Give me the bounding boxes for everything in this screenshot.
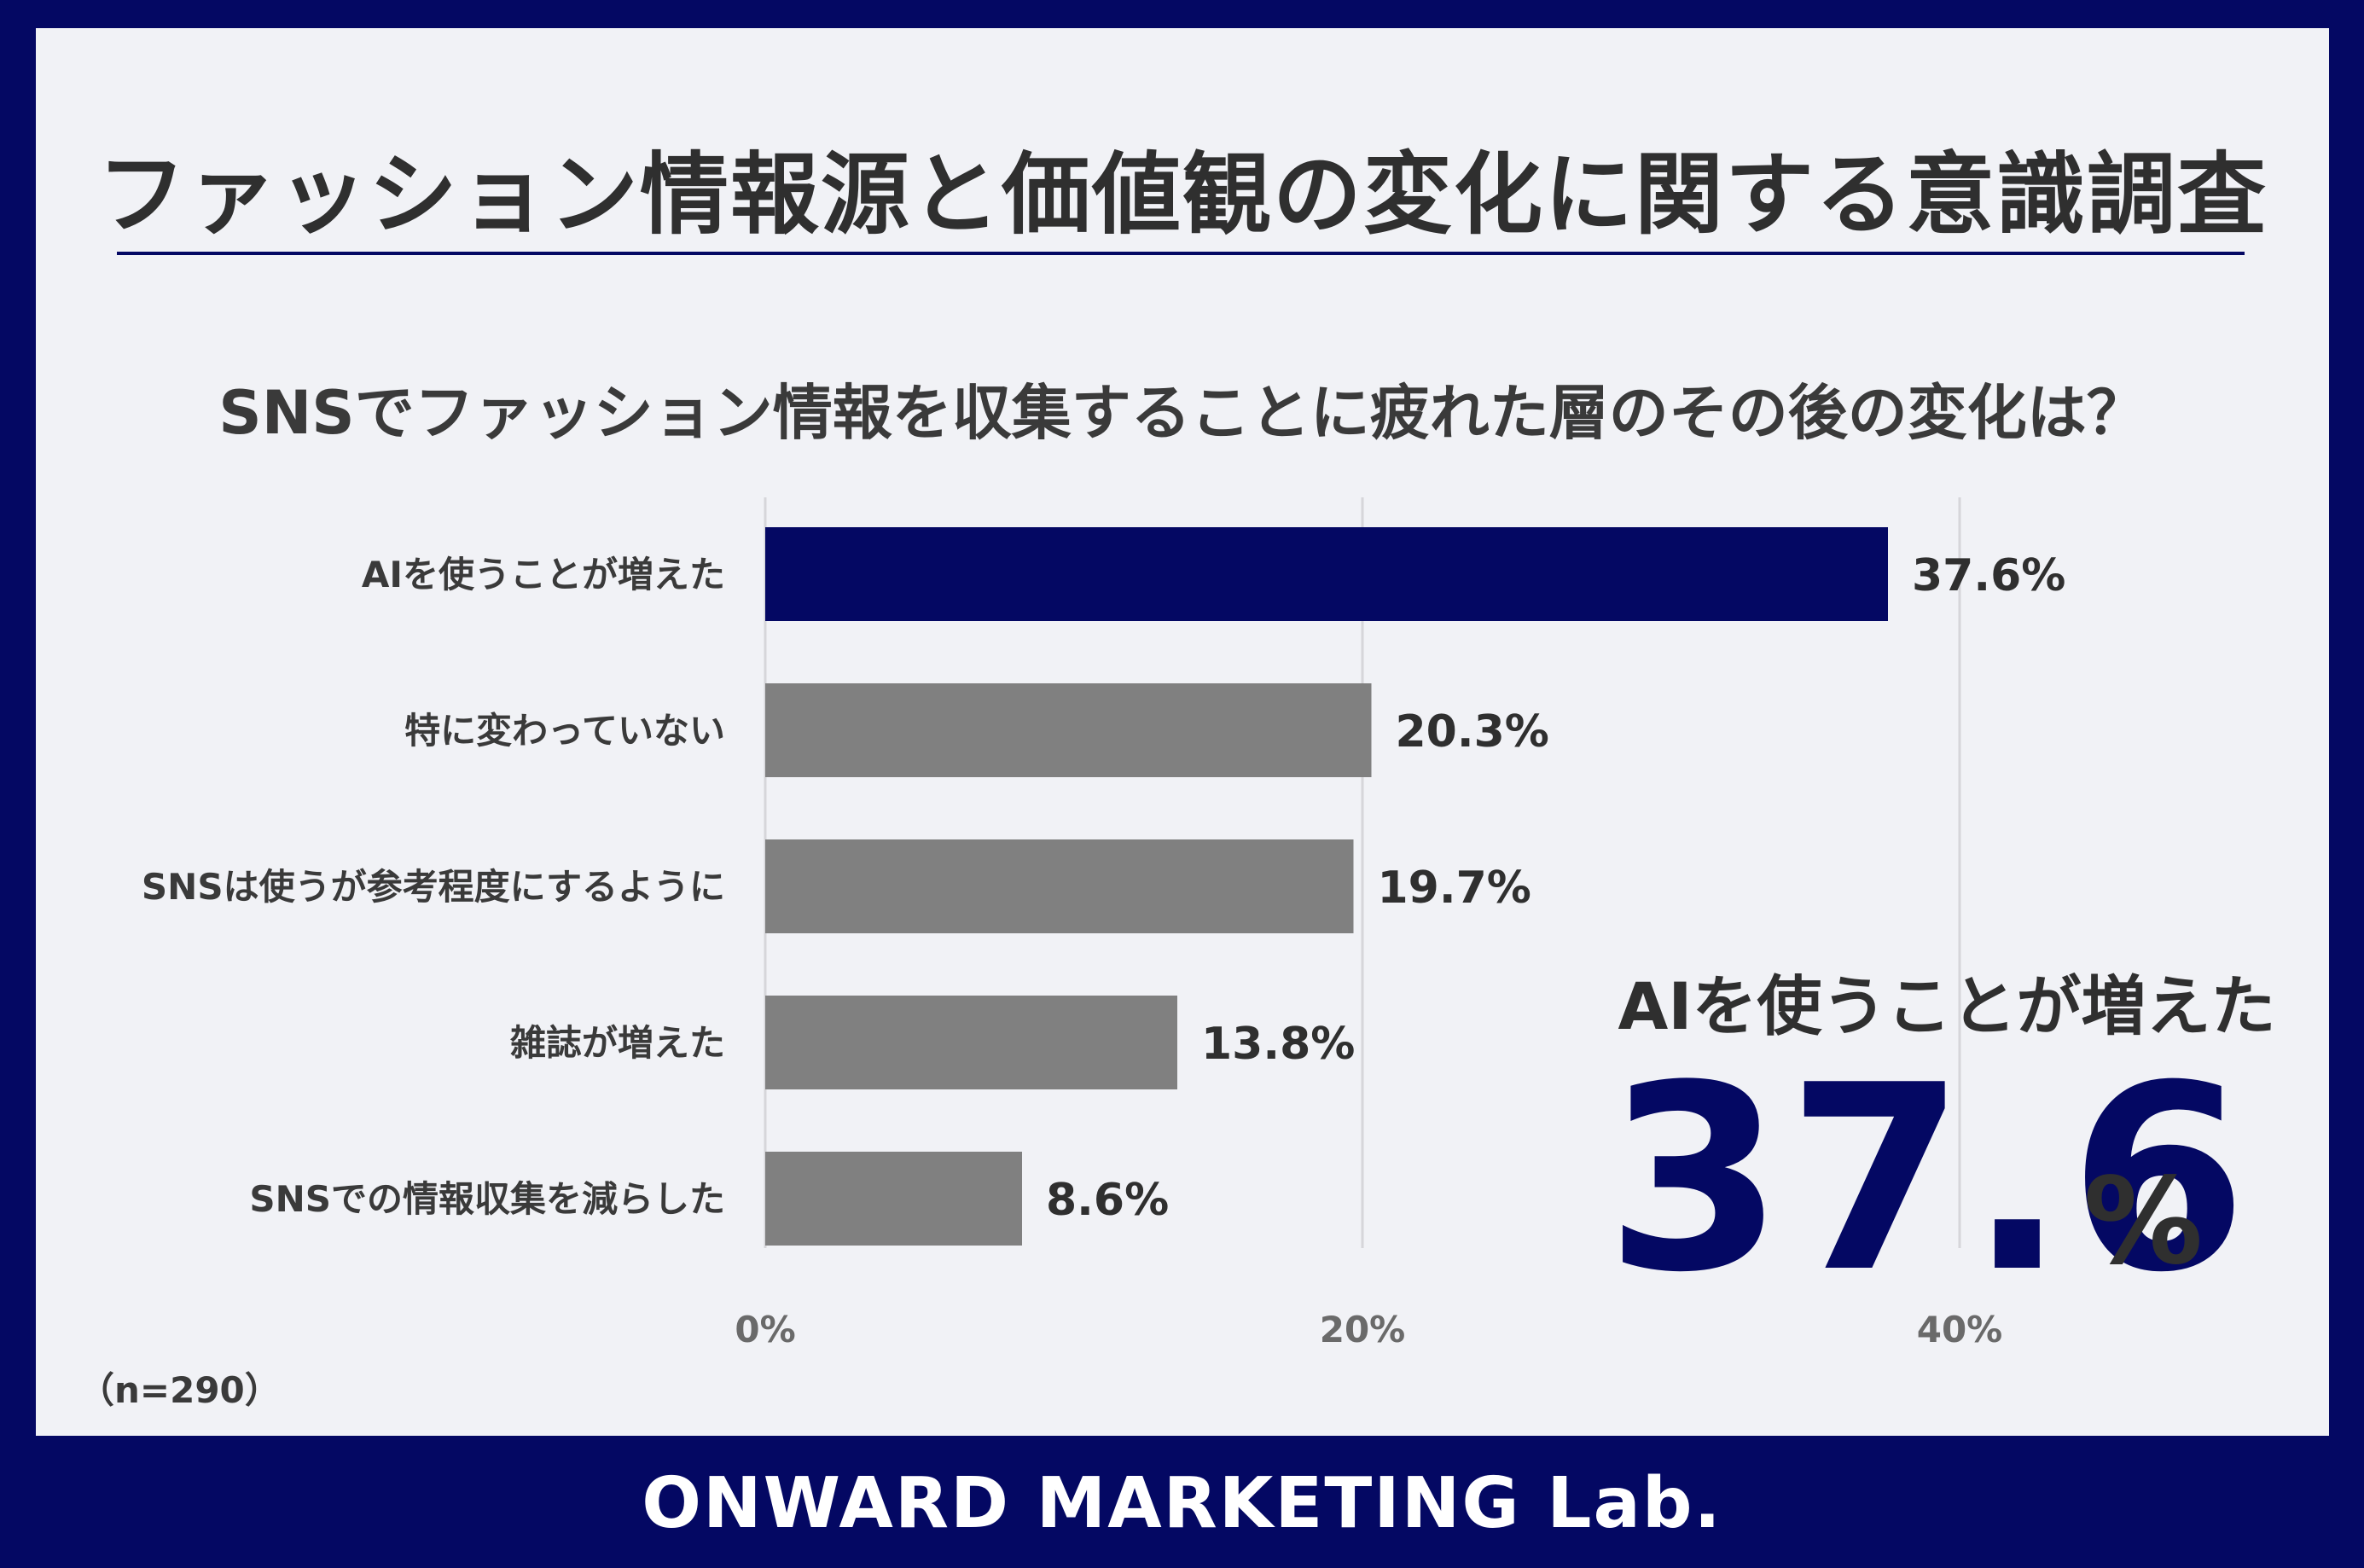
category-label: 特に変わっていない: [404, 710, 725, 752]
category-label: AIを使うことが増えた: [362, 554, 725, 595]
chart-panel: ファッション情報源と価値観の変化に関する意識調査 SNSでファッション情報を収集…: [36, 28, 2329, 1436]
value-label: 8.6%: [1046, 1175, 1169, 1226]
category-label: SNSでの情報収集を減らした: [249, 1178, 725, 1220]
tick-label: 20%: [1320, 1309, 1406, 1350]
value-label: 19.7%: [1378, 862, 1531, 914]
value-label: 20.3%: [1396, 706, 1549, 758]
title-divider: [117, 252, 2245, 255]
bars: [765, 527, 1888, 1246]
value-label: 37.6%: [1912, 550, 2065, 601]
callout-unit: %: [2083, 1153, 2204, 1292]
sample-size-note: （n=290）: [78, 1369, 281, 1411]
bar: [765, 839, 1354, 933]
bar: [765, 683, 1372, 777]
callout-label: AIを使うことが増えた: [1618, 968, 2276, 1044]
value-label: 13.8%: [1201, 1019, 1355, 1070]
tick-label: 0%: [735, 1309, 795, 1350]
category-label: 雑誌が増えた: [509, 1022, 725, 1064]
tick-label: 40%: [1917, 1309, 2003, 1350]
footer-brand: ONWARD MARKETING Lab.: [642, 1463, 1722, 1544]
chart-title: SNSでファッション情報を収集することに疲れた層のその後の変化は？: [218, 378, 2146, 448]
category-label: SNSは使うが参考程度にするように: [142, 866, 725, 908]
callout-value: 37.6: [1606, 1031, 2251, 1328]
page-title: ファッション情報源と価値観の変化に関する意識調査: [96, 142, 2268, 247]
bar: [765, 996, 1177, 1089]
bar-chart: 0% 20% 40% AIを使うことが増えた 37.6% 特に変わっていない 20.3% SN…: [142, 497, 2065, 1350]
bar: [765, 1152, 1022, 1246]
bar: [765, 527, 1888, 621]
labels: 0% 20% 40% AIを使うことが増えた 37.6% 特に変わっていない 20.3% SN…: [142, 550, 2065, 1350]
